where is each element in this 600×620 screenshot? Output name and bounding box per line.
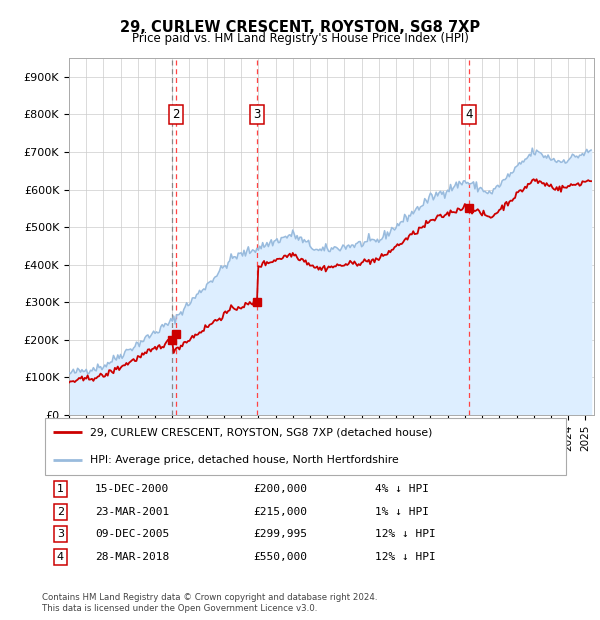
Text: 15-DEC-2000: 15-DEC-2000 [95,484,169,494]
Text: 3: 3 [254,108,261,121]
Text: £299,995: £299,995 [253,529,307,539]
Text: 2: 2 [57,507,64,516]
Text: £550,000: £550,000 [253,552,307,562]
Text: 28-MAR-2018: 28-MAR-2018 [95,552,169,562]
Text: 4: 4 [57,552,64,562]
Text: £215,000: £215,000 [253,507,307,516]
Text: 29, CURLEW CRESCENT, ROYSTON, SG8 7XP (detached house): 29, CURLEW CRESCENT, ROYSTON, SG8 7XP (d… [89,427,432,437]
Text: 4% ↓ HPI: 4% ↓ HPI [374,484,428,494]
Text: 12% ↓ HPI: 12% ↓ HPI [374,529,436,539]
Text: Price paid vs. HM Land Registry's House Price Index (HPI): Price paid vs. HM Land Registry's House … [131,32,469,45]
Text: 23-MAR-2001: 23-MAR-2001 [95,507,169,516]
Text: 3: 3 [57,529,64,539]
Text: 12% ↓ HPI: 12% ↓ HPI [374,552,436,562]
Text: £200,000: £200,000 [253,484,307,494]
Text: HPI: Average price, detached house, North Hertfordshire: HPI: Average price, detached house, Nort… [89,455,398,466]
Text: 09-DEC-2005: 09-DEC-2005 [95,529,169,539]
Text: 1% ↓ HPI: 1% ↓ HPI [374,507,428,516]
Text: 2: 2 [172,108,180,121]
Text: 29, CURLEW CRESCENT, ROYSTON, SG8 7XP: 29, CURLEW CRESCENT, ROYSTON, SG8 7XP [120,20,480,35]
FancyBboxPatch shape [44,417,566,476]
Text: 1: 1 [57,484,64,494]
Text: 4: 4 [465,108,473,121]
Text: Contains HM Land Registry data © Crown copyright and database right 2024.
This d: Contains HM Land Registry data © Crown c… [42,593,377,613]
